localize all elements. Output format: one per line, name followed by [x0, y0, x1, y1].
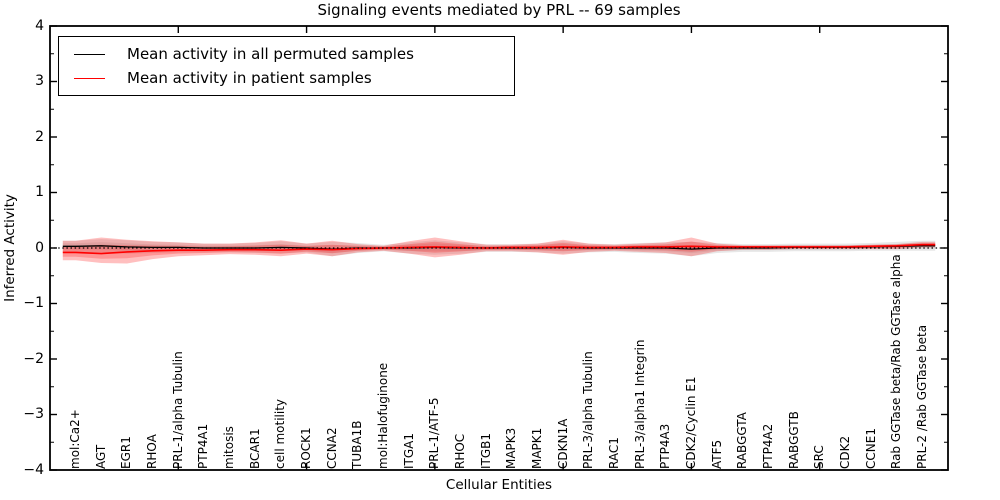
- y-tick-label: 1: [35, 184, 44, 200]
- x-category-label: RAC1: [606, 437, 621, 469]
- y-tick-label: −3: [23, 406, 44, 422]
- legend-entry-patient: Mean activity in patient samples: [74, 69, 514, 87]
- x-category-label: EGR1: [119, 436, 134, 469]
- y-tick-label: 0: [35, 239, 44, 256]
- y-tick-label: 3: [35, 73, 44, 89]
- x-category-label: cell motility: [273, 398, 288, 469]
- x-category-label: mol:Ca2+: [68, 409, 83, 469]
- x-category-label: PTP4A1: [196, 423, 211, 469]
- x-category-label: PRL-3/alpha Tubulin: [581, 351, 596, 469]
- x-category-label: TUBA1B: [350, 420, 365, 469]
- x-category-label: ATF5: [709, 439, 724, 469]
- legend: Mean activity in all permuted samples Me…: [58, 36, 515, 96]
- x-category-label: PRL-1/alpha Tubulin: [170, 351, 185, 469]
- x-category-label: RABGGTA: [735, 412, 750, 469]
- x-category-label: ITGB1: [478, 432, 493, 469]
- chart-title: Signaling events mediated by PRL -- 69 s…: [317, 1, 681, 19]
- x-category-label: SRC: [812, 445, 827, 469]
- legend-label: Mean activity in patient samples: [127, 69, 372, 87]
- x-category-label: PTP4A3: [658, 423, 673, 469]
- x-axis-label: Cellular Entities: [445, 477, 553, 493]
- x-category-label: RABGGTB: [786, 411, 801, 469]
- legend-entry-permuted: Mean activity in all permuted samples: [74, 45, 514, 63]
- patient-band-inner: [62, 241, 936, 259]
- y-tick-label: −2: [23, 350, 44, 367]
- x-category-label: ITGA1: [401, 432, 416, 469]
- x-category-label: CDK2/Cyclin E1: [683, 376, 698, 469]
- legend-line-red: [74, 77, 105, 79]
- y-tick-label: −4: [23, 461, 44, 478]
- x-category-label: mol:Halofuginone: [376, 362, 391, 469]
- legend-label: Mean activity in all permuted samples: [127, 45, 414, 63]
- x-category-label: BCAR1: [247, 428, 262, 469]
- x-category-label: CDKN1A: [555, 418, 570, 469]
- x-category-label: Rab GGTase beta/Rab GGTase alpha: [889, 254, 904, 469]
- x-category-label: mitosis: [222, 426, 237, 469]
- legend-line-black: [74, 53, 105, 55]
- y-tick-label: −1: [23, 295, 44, 311]
- x-category-label: RHOA: [145, 434, 160, 469]
- y-tick-label: 2: [35, 128, 44, 145]
- x-category-label: RHOC: [453, 433, 467, 469]
- x-category-label: MAPK1: [529, 427, 544, 469]
- x-category-label: AGT: [93, 444, 108, 469]
- x-category-label: CCNE1: [863, 428, 878, 469]
- x-category-label: CCNA2: [324, 427, 339, 469]
- patient-band-outer: [62, 237, 936, 264]
- y-tick-label: 4: [35, 17, 44, 34]
- x-category-label: PRL-3/alpha1 Integrin: [632, 339, 647, 470]
- x-category-label: PRL-2 /Rab GGTase beta: [914, 324, 929, 469]
- x-category-label: MAPK3: [504, 427, 519, 469]
- x-category-label: PRL-1/ATF-5: [427, 397, 442, 469]
- patient-mean-line: [62, 243, 936, 255]
- x-category-label: PTP4A2: [760, 423, 775, 469]
- x-category-label: ROCK1: [299, 427, 314, 469]
- x-category-label: CDK2: [837, 435, 852, 469]
